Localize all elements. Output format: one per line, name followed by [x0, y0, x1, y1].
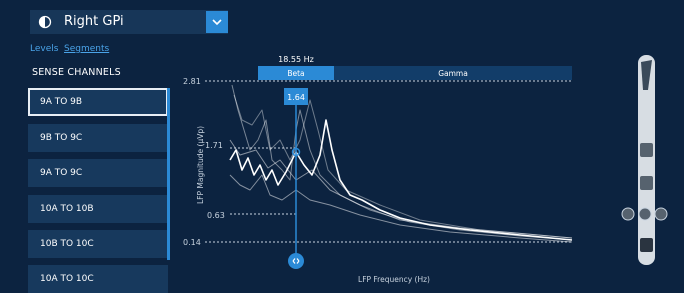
segment[interactable]: [639, 208, 651, 220]
y-label: 0.63: [207, 211, 225, 220]
contact[interactable]: [640, 238, 653, 252]
spectrum-chart: 18.55 Hz Beta Gamma 2.81 1.71 0.63 0.14 …: [0, 0, 684, 285]
y-label: 1.71: [205, 141, 223, 150]
y-axis-title: LFP Magnitude (µVp): [196, 126, 205, 204]
contact[interactable]: [640, 143, 653, 157]
segment[interactable]: [655, 208, 667, 220]
cursor-handle[interactable]: [288, 253, 304, 269]
band-label: Gamma: [438, 69, 468, 78]
cursor-value: 1.64: [287, 93, 305, 102]
contact[interactable]: [640, 176, 653, 190]
y-label: 2.81: [183, 77, 201, 86]
y-label: 0.14: [183, 238, 201, 247]
spectrum-traces: [230, 85, 572, 242]
screen: Right GPi Levels Segments SENSE CHANNELS…: [0, 0, 684, 285]
segment[interactable]: [622, 208, 634, 220]
band-label: Beta: [287, 69, 304, 78]
x-axis-title: LFP Frequency (Hz): [358, 275, 430, 284]
cursor-frequency: 18.55 Hz: [278, 55, 314, 64]
